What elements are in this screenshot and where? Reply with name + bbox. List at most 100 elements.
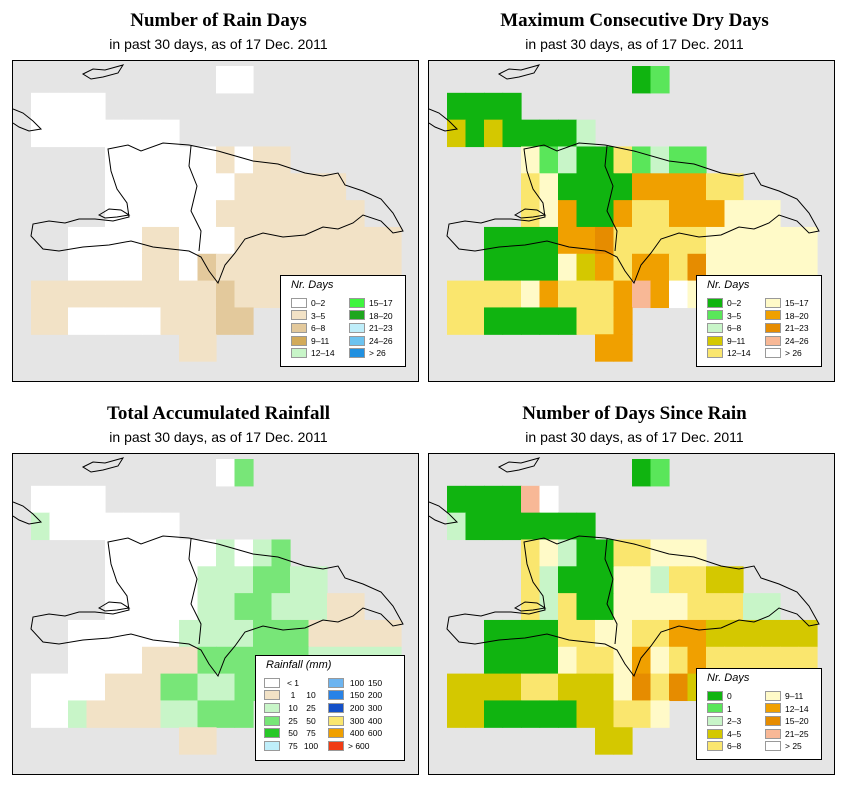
- grid-cell: [465, 485, 485, 514]
- grid-cell: [539, 485, 559, 514]
- panel-title: Maximum Consecutive Dry Days: [500, 10, 769, 31]
- grid-cell: [327, 619, 347, 648]
- legend-swatch: [328, 702, 344, 713]
- panel-rainfall: Total Accumulated Rainfall in past 30 da…: [12, 393, 425, 788]
- legend-swatch: [707, 690, 723, 701]
- legend-item: 15–17: [349, 296, 393, 308]
- legend-low: 10: [288, 702, 298, 713]
- grid-cell: [160, 280, 180, 309]
- legend-item: 9–11: [707, 334, 745, 346]
- legend-item: 400 600: [328, 726, 384, 739]
- grid-cell: [160, 146, 180, 174]
- grid-cell: [687, 146, 707, 174]
- grid-cell: [521, 173, 541, 201]
- grid-cell: [632, 619, 652, 648]
- grid-cell: [68, 253, 88, 282]
- tortuga-island: [81, 64, 125, 80]
- grid-cell: [539, 200, 559, 228]
- legend-title: Nr. Days: [707, 279, 750, 291]
- grid-cell: [234, 673, 254, 702]
- grid-cell: [595, 593, 615, 621]
- grid-cell: [345, 253, 365, 282]
- grid-cell: [558, 539, 578, 567]
- grid-cell: [576, 253, 596, 282]
- grid-cell: [650, 66, 670, 94]
- legend-item: 12–14: [291, 346, 335, 359]
- legend-label: 9–11: [785, 690, 804, 701]
- grid-cell: [576, 593, 596, 621]
- grid-cell: [271, 226, 291, 255]
- grid-cell: [234, 173, 254, 201]
- grid-cell: [216, 700, 236, 728]
- tortuga-island: [497, 457, 541, 473]
- cuba-coast: [13, 108, 43, 132]
- grid-cell: [105, 173, 125, 201]
- grid-cell: [669, 619, 689, 648]
- grid-cell: [179, 727, 199, 755]
- grid-cell: [539, 253, 559, 282]
- legend-item: 0–2: [291, 296, 325, 308]
- legend-item: 2–3: [707, 714, 741, 726]
- legend-label: 6–8: [727, 322, 742, 333]
- border-line: [604, 145, 618, 252]
- grid-cell: [798, 226, 818, 255]
- grid-cell: [595, 700, 615, 728]
- grid-cell: [706, 646, 726, 675]
- grid-cell: [539, 700, 559, 728]
- grid-cell: [576, 673, 596, 702]
- legend-high: 10: [306, 690, 316, 701]
- legend-swatch: [707, 335, 723, 346]
- grid-cell: [465, 280, 485, 309]
- grid-cell: [576, 307, 596, 335]
- grid-cell: [484, 280, 504, 309]
- legend-swatch: [264, 677, 280, 688]
- grid-cell: [780, 646, 800, 675]
- grid-cell: [595, 253, 615, 282]
- grid-cell: [160, 619, 180, 648]
- legend-swatch: [765, 335, 781, 346]
- grid-cell: [142, 619, 162, 648]
- grid-cell: [521, 566, 541, 594]
- grid-cell: [68, 673, 88, 702]
- grid-cell: [308, 226, 328, 255]
- grid-cell: [539, 539, 559, 567]
- legend-item: 18–20: [349, 309, 393, 321]
- grid-cell: [160, 593, 180, 621]
- grid-cell: [798, 619, 818, 648]
- grid-cell: [650, 200, 670, 228]
- grid-cell: [613, 673, 633, 702]
- grid-cell: [632, 253, 652, 282]
- legend-swatch: [765, 715, 781, 726]
- grid-cell: [558, 646, 578, 675]
- grid-cell: [669, 146, 689, 174]
- grid-cell: [105, 700, 125, 728]
- grid-cell: [632, 226, 652, 255]
- coastline: [446, 142, 820, 285]
- legend-swatch: [707, 715, 723, 726]
- grid-cell: [253, 173, 273, 201]
- grid-cell: [382, 226, 402, 255]
- grid-cell: [521, 646, 541, 675]
- grid-cell: [761, 226, 781, 255]
- grid-cell: [595, 646, 615, 675]
- grid-cell: [197, 226, 217, 255]
- grid-cell: [197, 280, 217, 309]
- grid-cell: [68, 119, 88, 148]
- legend-low: 200: [349, 702, 365, 713]
- grid-cell: [539, 280, 559, 309]
- grid-cell: [576, 173, 596, 201]
- panel-subtitle: in past 30 days, as of 17 Dec. 2011: [525, 429, 744, 445]
- legend-swatch: [707, 741, 723, 752]
- grid-cell: [290, 593, 310, 621]
- grid-cell: [31, 485, 51, 514]
- grid-cell: [539, 593, 559, 621]
- grid-cell: [502, 512, 522, 541]
- grid-cell: [123, 700, 143, 728]
- legend-swatch: [291, 297, 307, 308]
- grid-cell: [123, 119, 143, 148]
- grid-cell: [521, 146, 541, 174]
- grid-cell: [502, 253, 522, 282]
- panel-title: Total Accumulated Rainfall: [106, 403, 331, 424]
- cuba-coast: [429, 108, 459, 132]
- grid-cell: [216, 280, 236, 309]
